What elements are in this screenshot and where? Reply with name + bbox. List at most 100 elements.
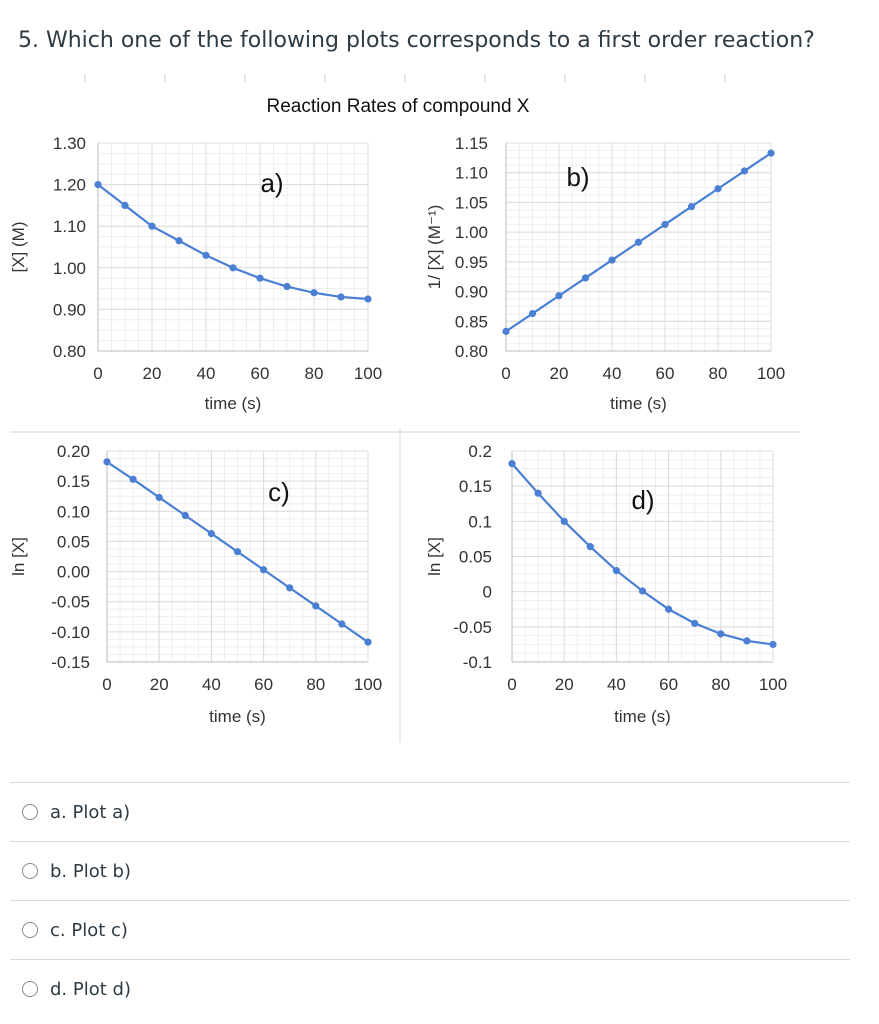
y-tick-label: 0.90: [455, 283, 488, 302]
data-point: [337, 293, 345, 301]
data-point: [256, 274, 264, 282]
radio-button-icon[interactable]: [22, 922, 38, 938]
figure-reaction-rates: Reaction Rates of compound X 0 20 40 60 80 10…: [0, 70, 879, 770]
y-tick-label: 1.10: [455, 164, 488, 183]
x-tick-label: 0: [501, 364, 510, 383]
data-point: [94, 181, 102, 189]
x-tick-label: 100: [759, 675, 787, 694]
answer-option-a[interactable]: a. Plot a): [10, 782, 850, 841]
chart-panel-c: 0 20 40 60 80 100 -0.15 -0.10 -0.05 0.00 0.05 0.10 0…: [9, 442, 382, 726]
answer-label: d. Plot d): [50, 978, 131, 1000]
data-point: [233, 548, 242, 556]
panel-label: b): [566, 162, 589, 192]
y-tick-label: 0.20: [57, 442, 90, 461]
data-point: [129, 475, 137, 483]
x-axis-label: time (s): [614, 707, 671, 726]
radio-button-icon[interactable]: [22, 863, 38, 879]
data-point: [608, 256, 616, 264]
radio-button-icon[interactable]: [22, 804, 38, 820]
y-axis-label: 1/ [X] (M⁻¹): [425, 205, 444, 290]
y-tick-label: 1.05: [455, 193, 488, 212]
y-tick-label: 0.00: [57, 563, 90, 582]
x-tick-label: 60: [254, 675, 273, 694]
answer-option-c[interactable]: c. Plot c): [10, 900, 850, 959]
x-tick-label: 100: [354, 364, 382, 383]
data-point: [148, 222, 156, 230]
panel-label: c): [268, 477, 290, 507]
data-point: [714, 185, 722, 193]
answer-option-d[interactable]: d. Plot d): [10, 959, 850, 1018]
data-point: [207, 529, 215, 538]
data-point: [634, 238, 643, 246]
y-tick-label: 0.85: [455, 312, 488, 331]
x-tick-label: 0: [93, 364, 102, 383]
x-tick-label: 20: [550, 364, 569, 383]
y-tick-label: 0.80: [53, 342, 86, 361]
y-tick-label: 0.15: [459, 477, 492, 496]
y-tick-label: -0.05: [51, 593, 90, 612]
data-point: [691, 619, 699, 627]
x-tick-label: 80: [305, 364, 324, 383]
data-point: [202, 251, 210, 259]
y-tick-label: 0.90: [53, 300, 86, 319]
answer-list: a. Plot a) b. Plot b) c. Plot c) d. Plot…: [0, 782, 879, 1018]
y-tick-label: -0.05: [453, 618, 492, 637]
x-tick-label: 40: [197, 364, 216, 383]
x-axis-label: time (s): [610, 394, 667, 413]
data-point: [560, 517, 568, 525]
answer-label: b. Plot b): [50, 860, 131, 882]
x-tick-label: 60: [659, 675, 678, 694]
x-tick-label: 100: [757, 364, 785, 383]
x-axis-label: time (s): [205, 394, 262, 413]
chart-panel-a: 0 20 40 60 80 100 0.80 0.90 1.00 1.10 1.20 1.30 time…: [9, 134, 382, 413]
x-tick-label: 60: [656, 364, 675, 383]
chart-panel-d: 0 20 40 60 80 100 -0.1 -0.05 0 0.05 0.1 0.15 0.2 time…: [425, 442, 787, 726]
data-point: [528, 309, 537, 318]
data-point: [687, 202, 696, 211]
y-tick-label: 1.30: [53, 134, 86, 153]
chart-panel-b: 0 20 40 60 80 100 0.80 0.85 0.90 0.95 1.00 1.05 1.10…: [425, 134, 785, 413]
data-point: [767, 149, 775, 157]
y-tick-label: 1.10: [53, 217, 86, 236]
y-tick-label: 0.2: [468, 442, 492, 461]
data-point: [769, 640, 777, 649]
data-point: [260, 566, 268, 574]
data-point: [286, 584, 294, 592]
data-point: [638, 587, 647, 595]
radio-button-icon[interactable]: [22, 981, 38, 997]
data-point: [555, 292, 563, 300]
x-tick-label: 20: [143, 364, 162, 383]
panel-label: a): [260, 168, 283, 198]
y-axis-label: ln [X]: [425, 537, 444, 576]
y-tick-label: 1.00: [455, 223, 488, 242]
y-tick-label: 0.10: [57, 502, 90, 521]
data-point: [229, 264, 237, 272]
y-tick-label: 0.05: [57, 532, 90, 551]
y-tick-label: 1.00: [53, 259, 86, 278]
y-axis-label: [X] (M): [9, 222, 28, 273]
data-point: [612, 566, 621, 575]
y-tick-label: 0.95: [455, 253, 488, 272]
data-point: [283, 282, 291, 291]
figure-title: Reaction Rates of compound X: [267, 96, 530, 117]
data-point: [364, 295, 372, 303]
data-point: [534, 489, 542, 497]
x-tick-label: 20: [150, 675, 169, 694]
x-tick-label: 80: [709, 364, 728, 383]
y-axis-label: ln [X]: [9, 537, 28, 576]
y-tick-label: -0.10: [51, 623, 90, 642]
x-tick-label: 40: [202, 675, 221, 694]
x-tick-label: 100: [354, 675, 382, 694]
data-point: [661, 220, 669, 229]
x-tick-label: 80: [306, 675, 325, 694]
x-tick-label: 40: [603, 364, 622, 383]
x-axis-label: time (s): [209, 707, 266, 726]
y-tick-label: 0: [483, 583, 492, 602]
answer-option-b[interactable]: b. Plot b): [10, 841, 850, 900]
panel-label: d): [631, 485, 654, 515]
data-point: [581, 274, 590, 282]
data-point: [121, 201, 129, 209]
question-text: 5. Which one of the following plots corr…: [18, 28, 815, 53]
y-tick-label: 0.80: [455, 342, 488, 361]
data-point: [181, 511, 189, 520]
